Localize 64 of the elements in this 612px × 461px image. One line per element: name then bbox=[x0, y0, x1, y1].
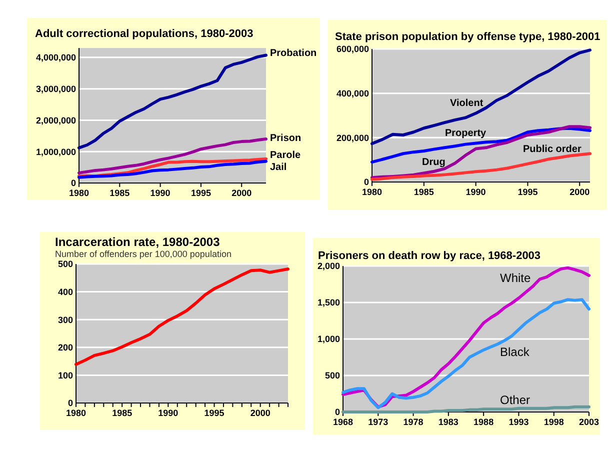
series-label: Other bbox=[500, 393, 530, 407]
x-tick-label: 1985 bbox=[414, 187, 434, 197]
y-tick-label: 0 bbox=[364, 177, 369, 188]
series-label: Prison bbox=[270, 133, 302, 144]
chart-title: Incarceration rate, 1980-2003 bbox=[55, 235, 220, 249]
y-tick-label: 2,000 bbox=[317, 261, 340, 272]
chart-title: Prisoners on death row by race, 1968-2003 bbox=[318, 250, 541, 262]
line-series bbox=[342, 298, 590, 410]
y-tick-label: 1,000 bbox=[317, 334, 340, 344]
x-tick-label: 1980 bbox=[362, 187, 382, 197]
y-tick-label: 100 bbox=[58, 370, 73, 380]
y-tick-label: 3,000,000 bbox=[36, 84, 76, 94]
y-tick-label: 4,000,000 bbox=[36, 52, 76, 63]
y-tick-label: 500 bbox=[58, 259, 73, 270]
y-tick-label: 300 bbox=[58, 314, 73, 325]
x-tick-label: 1983 bbox=[438, 417, 458, 427]
series-label: Public order bbox=[523, 144, 582, 155]
x-tick-label: 1990 bbox=[158, 408, 178, 418]
series-label: Property bbox=[445, 128, 487, 139]
line-series bbox=[78, 138, 268, 174]
y-tick-label: 600,000 bbox=[336, 44, 369, 54]
x-tick-label: 1988 bbox=[474, 417, 494, 427]
y-tick-label: 0 bbox=[68, 398, 73, 408]
x-tick-label: 1995 bbox=[518, 187, 538, 197]
y-tick-label: 400,000 bbox=[336, 88, 369, 98]
x-tick-label: 1998 bbox=[544, 417, 564, 427]
y-tick-label: 0 bbox=[70, 178, 76, 188]
y-tick-label: 1,500 bbox=[317, 298, 340, 308]
x-tick-label: 1968 bbox=[332, 417, 354, 427]
y-tick-label: 0 bbox=[334, 407, 340, 418]
x-tick-label: 1995 bbox=[190, 188, 211, 198]
x-tick-label: 1978 bbox=[403, 417, 424, 427]
series-label: Parole bbox=[270, 150, 302, 161]
x-tick-label: 1973 bbox=[368, 417, 388, 427]
x-tick-label: 1990 bbox=[150, 188, 170, 198]
x-tick-label: 1993 bbox=[508, 417, 529, 427]
series-label: Black bbox=[500, 345, 530, 359]
x-tick-label: 2000 bbox=[232, 188, 252, 198]
x-tick-label: 1980 bbox=[68, 188, 90, 198]
x-tick-label: 1995 bbox=[204, 408, 224, 418]
x-tick-label: 2000 bbox=[250, 408, 270, 418]
x-tick-label: 1980 bbox=[66, 408, 86, 418]
x-tick-label: 1985 bbox=[110, 188, 130, 198]
y-tick-label: 500 bbox=[324, 370, 340, 381]
line-series bbox=[74, 268, 290, 366]
line-series bbox=[370, 48, 592, 146]
x-tick-label: 2003 bbox=[578, 417, 600, 427]
chart-subtitle: Number of offenders per 100,000 population bbox=[55, 249, 232, 259]
series-label: Jail bbox=[270, 162, 287, 173]
x-tick-label: 1985 bbox=[112, 408, 132, 418]
chart-title: Adult correctional populations, 1980-2003 bbox=[35, 28, 254, 40]
series-label: Drug bbox=[422, 157, 446, 168]
series-label: Violent bbox=[450, 98, 484, 109]
chart-title: State prison population by offense type, 1980-2001 bbox=[335, 31, 600, 43]
y-tick-label: 2,000,000 bbox=[36, 115, 76, 126]
y-tick-label: 200 bbox=[58, 342, 73, 353]
y-tick-label: 400 bbox=[58, 286, 73, 297]
x-tick-label: 1990 bbox=[466, 187, 486, 197]
series-label: White bbox=[500, 271, 531, 285]
series-label: Probation bbox=[270, 48, 317, 59]
x-tick-label: 2000 bbox=[570, 187, 590, 197]
y-tick-label: 200,000 bbox=[336, 132, 369, 143]
line-series bbox=[78, 54, 268, 150]
y-tick-label: 1,000,000 bbox=[36, 146, 76, 157]
